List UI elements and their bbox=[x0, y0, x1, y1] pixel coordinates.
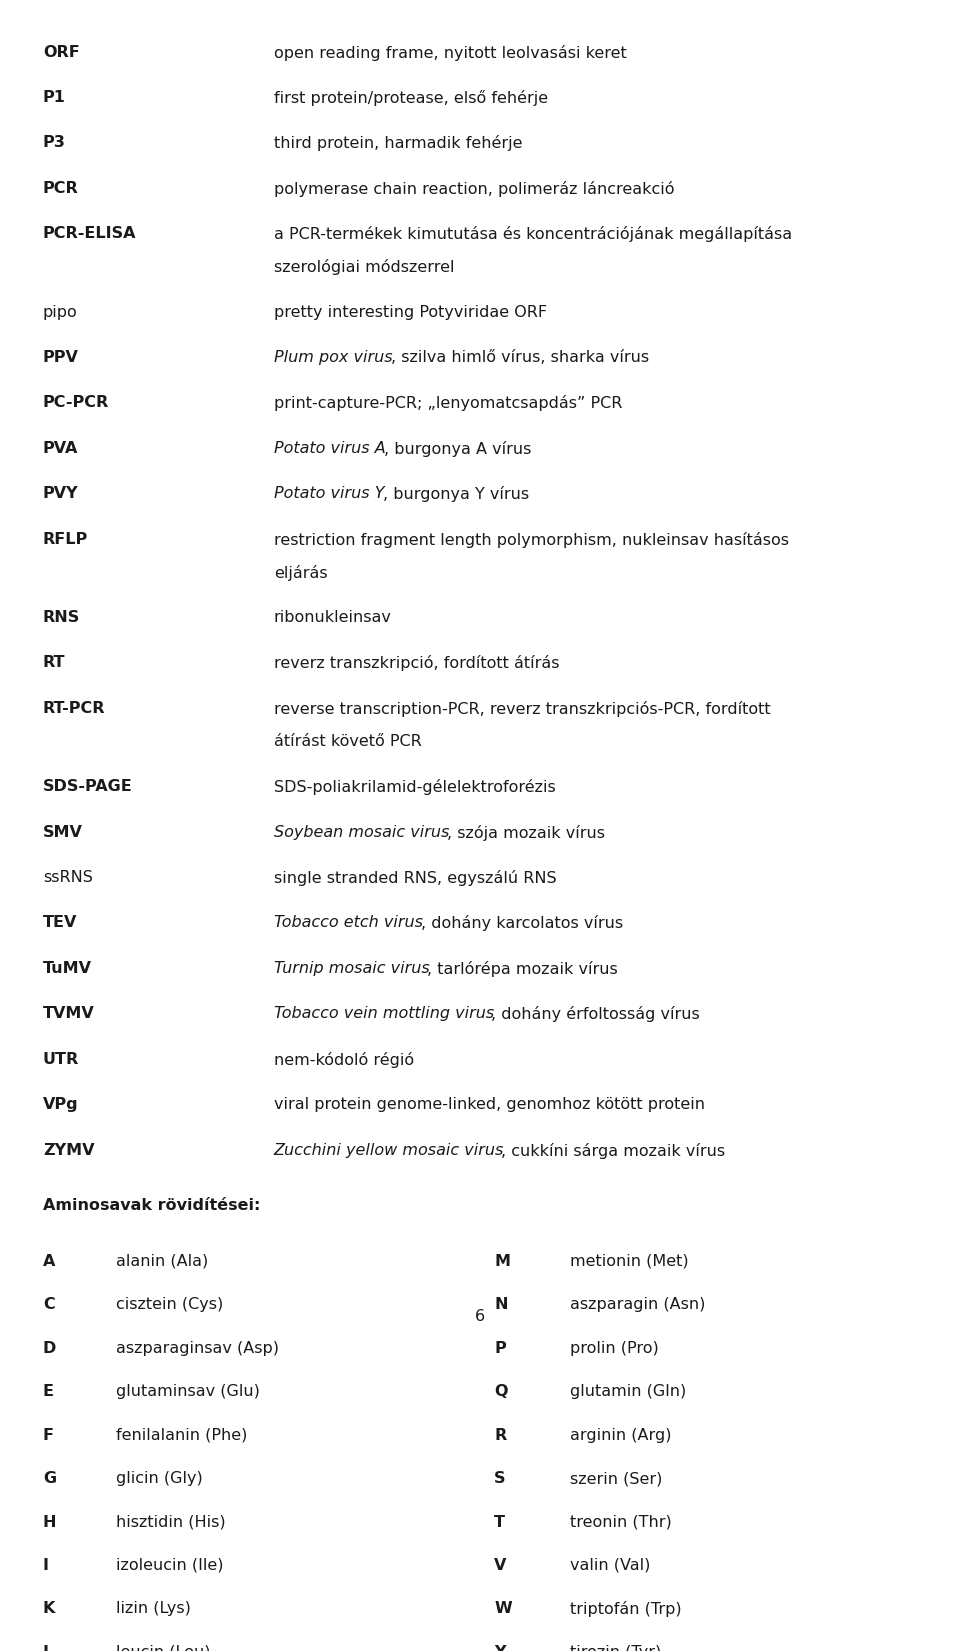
Text: reverse transcription-PCR, reverz transzkripciós-PCR, fordított: reverse transcription-PCR, reverz transz… bbox=[274, 702, 770, 717]
Text: triptofán (Trp): triptofán (Trp) bbox=[570, 1601, 682, 1618]
Text: S: S bbox=[494, 1471, 506, 1486]
Text: SDS-poliakrilamid-gélelektroforézis: SDS-poliakrilamid-gélelektroforézis bbox=[274, 779, 556, 796]
Text: T: T bbox=[494, 1514, 505, 1529]
Text: PPV: PPV bbox=[43, 350, 79, 365]
Text: viral protein genome-linked, genomhoz kötött protein: viral protein genome-linked, genomhoz kö… bbox=[274, 1098, 705, 1113]
Text: glicin (Gly): glicin (Gly) bbox=[116, 1471, 203, 1486]
Text: aszparaginsav (Asp): aszparaginsav (Asp) bbox=[116, 1341, 278, 1355]
Text: glutamin (Gln): glutamin (Gln) bbox=[570, 1384, 686, 1398]
Text: 6: 6 bbox=[475, 1309, 485, 1324]
Text: PCR: PCR bbox=[43, 182, 79, 196]
Text: first protein/protease, első fehérje: first protein/protease, első fehérje bbox=[274, 91, 548, 106]
Text: VPg: VPg bbox=[43, 1098, 79, 1113]
Text: hisztidin (His): hisztidin (His) bbox=[116, 1514, 226, 1529]
Text: fenilalanin (Phe): fenilalanin (Phe) bbox=[116, 1428, 247, 1443]
Text: M: M bbox=[494, 1253, 510, 1270]
Text: print-capture-PCR; „lenyomatcsapdás” PCR: print-capture-PCR; „lenyomatcsapdás” PCR bbox=[274, 396, 622, 411]
Text: L: L bbox=[43, 1644, 53, 1651]
Text: P1: P1 bbox=[43, 91, 66, 106]
Text: cisztein (Cys): cisztein (Cys) bbox=[116, 1298, 223, 1313]
Text: ssRNS: ssRNS bbox=[43, 870, 93, 885]
Text: pipo: pipo bbox=[43, 304, 78, 320]
Text: open reading frame, nyitott leolvasási keret: open reading frame, nyitott leolvasási k… bbox=[274, 45, 627, 61]
Text: tirozin (Tyr): tirozin (Tyr) bbox=[570, 1644, 661, 1651]
Text: metionin (Met): metionin (Met) bbox=[570, 1253, 688, 1270]
Text: valin (Val): valin (Val) bbox=[570, 1559, 650, 1573]
Text: K: K bbox=[43, 1601, 56, 1616]
Text: V: V bbox=[494, 1559, 507, 1573]
Text: Turnip mosaic virus: Turnip mosaic virus bbox=[274, 961, 429, 976]
Text: arginin (Arg): arginin (Arg) bbox=[570, 1428, 671, 1443]
Text: single stranded RNS, egyszálú RNS: single stranded RNS, egyszálú RNS bbox=[274, 870, 557, 887]
Text: RNS: RNS bbox=[43, 609, 80, 626]
Text: PVA: PVA bbox=[43, 441, 79, 456]
Text: ORF: ORF bbox=[43, 45, 80, 59]
Text: Y: Y bbox=[494, 1644, 506, 1651]
Text: TuMV: TuMV bbox=[43, 961, 92, 976]
Text: W: W bbox=[494, 1601, 512, 1616]
Text: Q: Q bbox=[494, 1384, 508, 1398]
Text: , szója mozaik vírus: , szója mozaik vírus bbox=[446, 824, 605, 840]
Text: PVY: PVY bbox=[43, 487, 79, 502]
Text: leucin (Leu): leucin (Leu) bbox=[116, 1644, 210, 1651]
Text: H: H bbox=[43, 1514, 57, 1529]
Text: TEV: TEV bbox=[43, 916, 77, 931]
Text: C: C bbox=[43, 1298, 55, 1313]
Text: , cukkíni sárga mozaik vírus: , cukkíni sárga mozaik vírus bbox=[501, 1142, 725, 1159]
Text: ZYMV: ZYMV bbox=[43, 1142, 94, 1157]
Text: nem-kódoló régió: nem-kódoló régió bbox=[274, 1052, 414, 1068]
Text: RFLP: RFLP bbox=[43, 532, 88, 546]
Text: szerológiai módszerrel: szerológiai módszerrel bbox=[274, 259, 454, 276]
Text: Tobacco vein mottling virus: Tobacco vein mottling virus bbox=[274, 1007, 494, 1022]
Text: F: F bbox=[43, 1428, 54, 1443]
Text: glutaminsav (Glu): glutaminsav (Glu) bbox=[116, 1384, 259, 1398]
Text: , tarlórépa mozaik vírus: , tarlórépa mozaik vírus bbox=[427, 961, 618, 977]
Text: Potato virus Y: Potato virus Y bbox=[274, 487, 384, 502]
Text: a PCR-termékek kimututása és koncentrációjának megállapítása: a PCR-termékek kimututása és koncentráci… bbox=[274, 226, 792, 243]
Text: UTR: UTR bbox=[43, 1052, 79, 1067]
Text: , dohány érfoltosság vírus: , dohány érfoltosság vírus bbox=[491, 1007, 700, 1022]
Text: E: E bbox=[43, 1384, 54, 1398]
Text: SDS-PAGE: SDS-PAGE bbox=[43, 779, 132, 794]
Text: SMV: SMV bbox=[43, 824, 83, 840]
Text: D: D bbox=[43, 1341, 57, 1355]
Text: RT: RT bbox=[43, 655, 65, 670]
Text: Potato virus A: Potato virus A bbox=[274, 441, 386, 456]
Text: , dohány karcolatos vírus: , dohány karcolatos vírus bbox=[420, 916, 623, 931]
Text: treonin (Thr): treonin (Thr) bbox=[570, 1514, 672, 1529]
Text: P3: P3 bbox=[43, 135, 66, 150]
Text: szerin (Ser): szerin (Ser) bbox=[570, 1471, 662, 1486]
Text: pretty interesting Potyviridae ORF: pretty interesting Potyviridae ORF bbox=[274, 304, 547, 320]
Text: G: G bbox=[43, 1471, 56, 1486]
Text: polymerase chain reaction, polimeráz láncreakció: polymerase chain reaction, polimeráz lán… bbox=[274, 182, 674, 196]
Text: lizin (Lys): lizin (Lys) bbox=[116, 1601, 191, 1616]
Text: Zucchini yellow mosaic virus: Zucchini yellow mosaic virus bbox=[274, 1142, 504, 1157]
Text: prolin (Pro): prolin (Pro) bbox=[570, 1341, 659, 1355]
Text: Plum pox virus: Plum pox virus bbox=[274, 350, 393, 365]
Text: eljárás: eljárás bbox=[274, 565, 327, 581]
Text: N: N bbox=[494, 1298, 508, 1313]
Text: izoleucin (Ile): izoleucin (Ile) bbox=[116, 1559, 224, 1573]
Text: Aminosavak rövidítései:: Aminosavak rövidítései: bbox=[43, 1199, 260, 1213]
Text: I: I bbox=[43, 1559, 49, 1573]
Text: reverz transzkripció, fordított átírás: reverz transzkripció, fordított átírás bbox=[274, 655, 560, 672]
Text: PCR-ELISA: PCR-ELISA bbox=[43, 226, 136, 241]
Text: aszparagin (Asn): aszparagin (Asn) bbox=[570, 1298, 706, 1313]
Text: A: A bbox=[43, 1253, 56, 1270]
Text: third protein, harmadik fehérje: third protein, harmadik fehérje bbox=[274, 135, 522, 152]
Text: PC-PCR: PC-PCR bbox=[43, 396, 109, 411]
Text: alanin (Ala): alanin (Ala) bbox=[116, 1253, 208, 1270]
Text: átírást követő PCR: átírást követő PCR bbox=[274, 733, 421, 750]
Text: ribonukleinsav: ribonukleinsav bbox=[274, 609, 392, 626]
Text: Soybean mosaic virus: Soybean mosaic virus bbox=[274, 824, 449, 840]
Text: TVMV: TVMV bbox=[43, 1007, 95, 1022]
Text: RT-PCR: RT-PCR bbox=[43, 702, 106, 717]
Text: , burgonya Y vírus: , burgonya Y vírus bbox=[383, 487, 529, 502]
Text: P: P bbox=[494, 1341, 506, 1355]
Text: Tobacco etch virus: Tobacco etch virus bbox=[274, 916, 422, 931]
Text: restriction fragment length polymorphism, nukleinsav hasításos: restriction fragment length polymorphism… bbox=[274, 532, 789, 548]
Text: , burgonya A vírus: , burgonya A vírus bbox=[384, 441, 531, 457]
Text: , szilva himlő vírus, sharka vírus: , szilva himlő vírus, sharka vírus bbox=[391, 350, 649, 365]
Text: R: R bbox=[494, 1428, 507, 1443]
